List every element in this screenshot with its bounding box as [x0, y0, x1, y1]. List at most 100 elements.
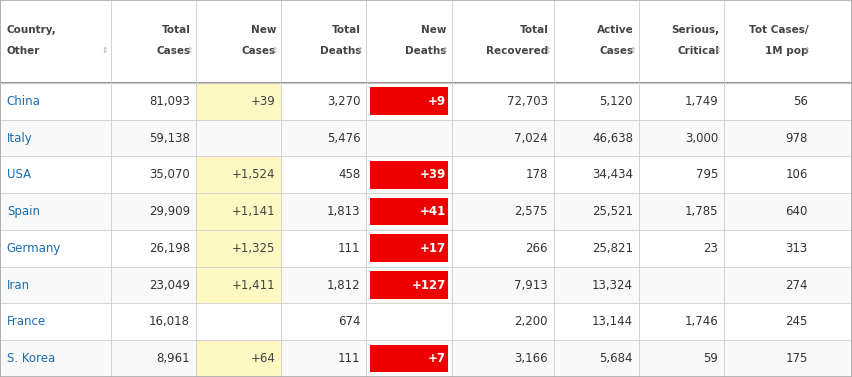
Text: 274: 274 [786, 279, 808, 291]
Text: 81,093: 81,093 [149, 95, 190, 108]
Bar [0, 120, 852, 156]
Text: 29,909: 29,909 [149, 205, 190, 218]
Text: 3,270: 3,270 [327, 95, 360, 108]
Text: Country,: Country, [7, 25, 56, 35]
Text: New: New [421, 25, 446, 35]
Text: Spain: Spain [7, 205, 40, 218]
Text: 7,024: 7,024 [515, 132, 548, 144]
Text: 266: 266 [526, 242, 548, 255]
Text: +41: +41 [419, 205, 446, 218]
Text: +9: +9 [428, 95, 446, 108]
Text: 458: 458 [338, 169, 360, 181]
Text: 674: 674 [338, 316, 360, 328]
Text: 978: 978 [786, 132, 808, 144]
Text: Deaths: Deaths [320, 46, 361, 56]
Text: +1,411: +1,411 [232, 279, 275, 291]
Text: Italy: Italy [7, 132, 32, 144]
Text: USA: USA [7, 169, 31, 181]
Bar [370, 345, 448, 372]
Text: +39: +39 [419, 169, 446, 181]
Text: Tot Cases/: Tot Cases/ [749, 25, 809, 35]
Text: S. Korea: S. Korea [7, 352, 55, 365]
Text: 640: 640 [786, 205, 808, 218]
Text: 35,070: 35,070 [149, 169, 190, 181]
Text: Active: Active [597, 25, 634, 35]
Text: 46,638: 46,638 [592, 132, 633, 144]
Text: +7: +7 [428, 352, 446, 365]
Text: 23: 23 [704, 242, 718, 255]
Text: 2,200: 2,200 [515, 316, 548, 328]
Text: Recovered: Recovered [486, 46, 549, 56]
Text: China: China [7, 95, 41, 108]
Bar [196, 83, 281, 120]
Bar [370, 234, 448, 262]
Text: 245: 245 [786, 316, 808, 328]
Bar [0, 230, 852, 267]
Bar [196, 156, 281, 193]
Text: 1,746: 1,746 [684, 316, 718, 328]
Bar [196, 193, 281, 230]
Text: Cases: Cases [600, 46, 634, 56]
Text: 178: 178 [526, 169, 548, 181]
Bar [0, 83, 852, 120]
Text: 1,785: 1,785 [685, 205, 718, 218]
Text: 5,476: 5,476 [327, 132, 360, 144]
Bar [0, 267, 852, 303]
Text: ⇕: ⇕ [272, 46, 278, 55]
Text: 25,821: 25,821 [592, 242, 633, 255]
Bar [196, 340, 281, 377]
Text: Critical: Critical [677, 46, 719, 56]
Text: Iran: Iran [7, 279, 30, 291]
Text: 72,703: 72,703 [507, 95, 548, 108]
Text: 111: 111 [338, 352, 360, 365]
Text: +127: +127 [412, 279, 446, 291]
Bar [0, 156, 852, 193]
Text: 1,812: 1,812 [327, 279, 360, 291]
Text: 106: 106 [786, 169, 808, 181]
Bar [370, 271, 448, 299]
Bar [0, 340, 852, 377]
Text: +64: +64 [250, 352, 275, 365]
Text: 5,120: 5,120 [600, 95, 633, 108]
Bar [0, 0, 852, 83]
Text: 3,000: 3,000 [685, 132, 718, 144]
Text: +1,325: +1,325 [232, 242, 275, 255]
Text: 175: 175 [786, 352, 808, 365]
Text: 16,018: 16,018 [149, 316, 190, 328]
Text: 56: 56 [793, 95, 808, 108]
Text: 795: 795 [696, 169, 718, 181]
Text: +1,141: +1,141 [232, 205, 275, 218]
Text: ⇕: ⇕ [101, 46, 107, 55]
Text: 111: 111 [338, 242, 360, 255]
Text: ⇕: ⇕ [187, 46, 193, 55]
Text: 59: 59 [704, 352, 718, 365]
Text: 13,144: 13,144 [592, 316, 633, 328]
Text: Total: Total [332, 25, 361, 35]
Bar [196, 267, 281, 303]
Text: Other: Other [7, 46, 40, 56]
Text: Deaths: Deaths [405, 46, 446, 56]
Text: 2,575: 2,575 [515, 205, 548, 218]
Text: 34,434: 34,434 [592, 169, 633, 181]
Text: 5,684: 5,684 [600, 352, 633, 365]
Text: New: New [250, 25, 276, 35]
Text: 59,138: 59,138 [149, 132, 190, 144]
Text: 26,198: 26,198 [149, 242, 190, 255]
Text: Cases: Cases [242, 46, 276, 56]
Text: Serious,: Serious, [671, 25, 719, 35]
Text: 313: 313 [786, 242, 808, 255]
Text: 3,166: 3,166 [515, 352, 548, 365]
Text: ⇕: ⇕ [715, 46, 721, 55]
Bar [370, 161, 448, 189]
Text: France: France [7, 316, 46, 328]
Bar [196, 230, 281, 267]
Text: 8,961: 8,961 [157, 352, 190, 365]
Text: 1M pop: 1M pop [765, 46, 809, 56]
Bar [370, 198, 448, 225]
Text: 7,913: 7,913 [515, 279, 548, 291]
Bar [0, 303, 852, 340]
Bar [370, 87, 448, 115]
Text: ⇕: ⇕ [357, 46, 363, 55]
Text: 1,813: 1,813 [327, 205, 360, 218]
Bar [0, 193, 852, 230]
